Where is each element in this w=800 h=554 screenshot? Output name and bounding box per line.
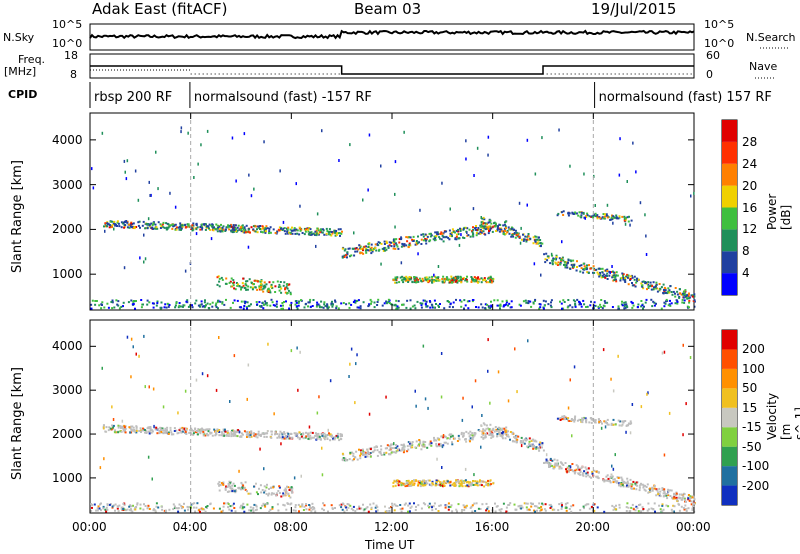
velocity-colorbar-swatch <box>722 330 737 350</box>
nsearch-bottom-tick: 10^0 <box>704 37 735 50</box>
frequency-trace <box>90 65 694 75</box>
power-colorbar-tick: 16 <box>742 200 758 215</box>
power-colorbar-swatch <box>722 207 737 230</box>
station-title: Adak East (fitACF) <box>92 0 228 18</box>
freq-unit-label: [MHz] <box>4 65 37 78</box>
power-panel-frame <box>89 112 695 311</box>
power-colorbar-swatch <box>722 273 737 295</box>
xlabel: Time UT <box>365 538 415 552</box>
power-colorbar-swatch <box>722 251 737 274</box>
velocity-colorbar-swatch <box>722 466 737 486</box>
date-title: 19/Jul/2015 <box>591 0 677 18</box>
nsky-label: N.Sky <box>3 31 35 44</box>
nsearch-label: N.Search <box>746 31 796 44</box>
nsearch-top-tick: 10^5 <box>704 18 735 31</box>
velocity-colorbar-tick: 200 <box>742 342 765 357</box>
nsky-trace <box>89 29 695 40</box>
power-colorbar-swatch <box>722 229 737 252</box>
velocity-colorbar-tick: 50 <box>742 381 758 396</box>
velocity-colorbar-swatch <box>722 427 737 447</box>
velocity-colorbar-swatch <box>722 485 737 505</box>
cpid-segment-0: rbsp 200 RF <box>94 90 173 105</box>
nsky-top-tick: 10^5 <box>52 18 83 31</box>
cpid-segment-2: normalsound (fast) 157 RF <box>598 90 772 105</box>
velocity-colorbar-tick: -15 <box>742 420 762 435</box>
velocity-ytick-label: 4000 <box>52 339 83 354</box>
velocity-colorbar-swatch <box>722 368 737 389</box>
freq-bottom-tick: 8 <box>70 68 77 81</box>
nave-bottom-tick: 0 <box>706 68 713 81</box>
power-colorbar-tick: 20 <box>742 178 758 193</box>
nsky-bottom-tick: 10^0 <box>52 37 83 50</box>
power-colorbar-label: Power [dB] <box>765 193 793 230</box>
xtick-label: 08:00 <box>273 520 308 534</box>
power-ytick-label: 4000 <box>52 132 83 147</box>
power-colorbar-tick: 8 <box>742 244 750 259</box>
freq-top-tick: 18 <box>64 49 78 62</box>
power-colorbar-swatch <box>722 185 737 208</box>
nave-label: Nave <box>749 60 778 73</box>
velocity-ytick-label: 3000 <box>52 383 83 398</box>
xtick-label: 12:00 <box>374 520 409 534</box>
xtick-label: 00:00 <box>676 520 711 534</box>
power-colorbar-tick: 4 <box>742 266 750 281</box>
velocity-colorbar-tick: -200 <box>742 478 770 493</box>
xtick-label: 20:00 <box>575 520 610 534</box>
velocity-ylabel: Slant Range [km] <box>10 367 25 480</box>
velocity-colorbar-tick: 15 <box>742 400 758 415</box>
power-colorbar-tick: 12 <box>742 222 758 237</box>
velocity-colorbar-swatch <box>722 349 737 369</box>
velocity-ytick-label: 1000 <box>52 470 83 485</box>
xtick-label: 16:00 <box>474 520 510 534</box>
freq-label: Freq. <box>18 53 46 66</box>
velocity-colorbar-swatch <box>722 446 737 467</box>
velocity-colorbar-label: Velocity [m s^-1] <box>765 392 800 440</box>
velocity-colorbar-tick: 100 <box>742 361 765 376</box>
power-colorbar-tick: 28 <box>742 134 758 149</box>
power-ylabel: Slant Range [km] <box>10 160 25 273</box>
power-colorbar-swatch <box>722 163 737 186</box>
power-marks <box>90 126 696 310</box>
cpid-label: CPID <box>8 88 38 101</box>
power-ytick-label: 2000 <box>52 222 83 237</box>
power-colorbar-swatch <box>722 120 737 142</box>
velocity-colorbar-tick: -50 <box>742 439 762 454</box>
velocity-colorbar-swatch <box>722 388 737 408</box>
power-ytick-label: 3000 <box>52 177 83 192</box>
velocity-colorbar-tick: -100 <box>742 459 770 474</box>
velocity-ytick-label: 2000 <box>52 427 83 442</box>
beam-title: Beam 03 <box>354 0 422 18</box>
xtick-label: 04:00 <box>172 520 208 534</box>
power-colorbar-swatch <box>722 141 737 164</box>
velocity-colorbar-swatch <box>722 407 737 428</box>
nave-top-tick: 60 <box>706 49 720 62</box>
cpid-segment-1: normalsound (fast) -157 RF <box>193 90 372 105</box>
xtick-label: 00:00 <box>72 520 107 534</box>
power-ytick-label: 1000 <box>52 267 83 282</box>
power-colorbar-tick: 24 <box>742 156 758 171</box>
velocity-marks <box>90 334 696 513</box>
